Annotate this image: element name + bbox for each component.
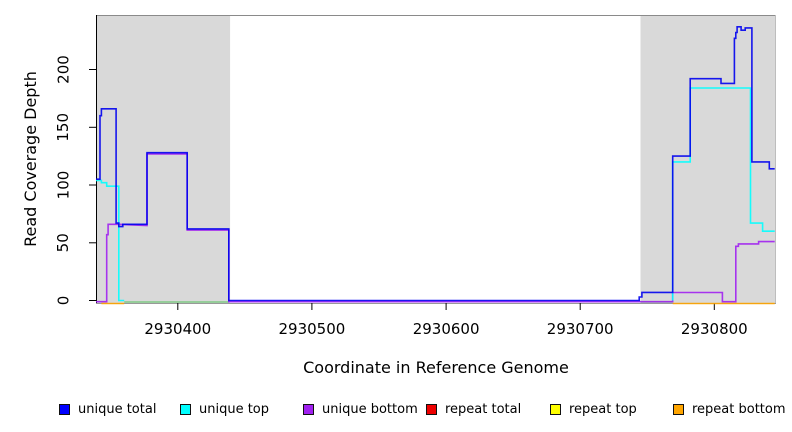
y-tick-label: 200 (54, 55, 72, 84)
series-line-unique-bottom (96, 153, 775, 303)
legend-swatch-icon (59, 403, 70, 415)
legend-item-repeat-total: repeat total (426, 400, 521, 418)
legend-item-unique-top: unique top (180, 400, 269, 418)
legend-label: repeat total (445, 401, 522, 417)
series-line-unique-top (671, 87, 775, 301)
legend-label: repeat bottom (692, 401, 786, 417)
y-tick-label: 0 (54, 296, 72, 306)
x-tick-label: 2930800 (681, 320, 748, 338)
legend-item-repeat-top: repeat top (550, 400, 637, 418)
legend-label: repeat top (569, 401, 637, 417)
highlight-band (640, 15, 776, 303)
x-tick-label: 2930400 (144, 320, 211, 338)
legend-swatch-icon (426, 403, 437, 415)
x-tick-label: 2930500 (278, 320, 345, 338)
series-line-unique-top (96, 179, 125, 302)
legend-item-repeat-bottom: repeat bottom (673, 400, 786, 418)
legend-item-unique-bottom: unique bottom (303, 400, 418, 418)
legend-label: unique top (199, 401, 270, 417)
x-tick-label: 2930600 (413, 320, 480, 338)
legend-swatch-icon (303, 403, 314, 415)
x-tick-label: 2930700 (547, 320, 614, 338)
series-line-unique-total (96, 26, 775, 302)
y-tick-label: 150 (54, 113, 72, 142)
y-tick-label: 100 (54, 171, 72, 200)
legend-swatch-icon (180, 403, 191, 415)
y-axis-title: Read Coverage Depth (21, 71, 40, 247)
x-axis-title: Coordinate in Reference Genome (303, 358, 569, 377)
legend-swatch-icon (550, 403, 561, 415)
legend-label: unique bottom (322, 401, 418, 417)
y-tick-label: 50 (54, 233, 72, 252)
legend-swatch-icon (673, 403, 684, 415)
legend-item-unique-total: unique total (59, 400, 156, 418)
legend-label: unique total (78, 401, 157, 417)
